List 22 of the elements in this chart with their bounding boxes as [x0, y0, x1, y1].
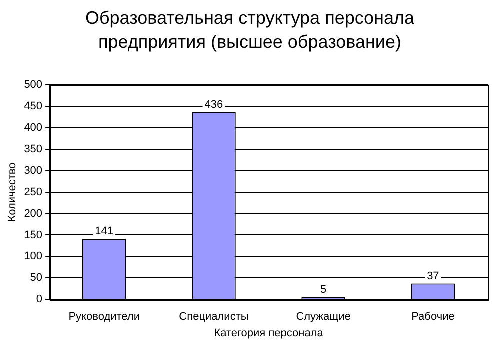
- x-axis-title: Категория персонала: [214, 327, 324, 340]
- y-tick-label: 100: [24, 250, 43, 263]
- data-label: 141: [95, 226, 114, 238]
- y-tick-label: 350: [24, 143, 43, 156]
- y-axis-title: Количество: [6, 162, 19, 222]
- chart-title: Образовательная структура персонала предприятия (высшее образование): [84, 7, 416, 54]
- y-tick-label: 150: [24, 229, 43, 242]
- data-label: 37: [427, 270, 440, 282]
- x-tick-label: Служащие: [296, 311, 351, 324]
- data-label: 436: [204, 99, 224, 111]
- x-tick-label: Руководители: [68, 311, 140, 324]
- y-tick-label: 450: [24, 100, 43, 112]
- x-tick-label: Рабочие: [412, 311, 455, 324]
- data-label: 5: [320, 284, 327, 296]
- y-tick-label: 400: [24, 122, 43, 134]
- x-tick-label: Специалисты: [179, 311, 249, 324]
- y-tick-label: 500: [24, 79, 43, 92]
- y-tick-label: 50: [30, 272, 43, 284]
- y-tick-label: 300: [24, 164, 43, 177]
- y-tick-label: 200: [24, 208, 43, 220]
- y-tick-label: 0: [36, 294, 43, 306]
- y-tick-label: 250: [24, 186, 43, 198]
